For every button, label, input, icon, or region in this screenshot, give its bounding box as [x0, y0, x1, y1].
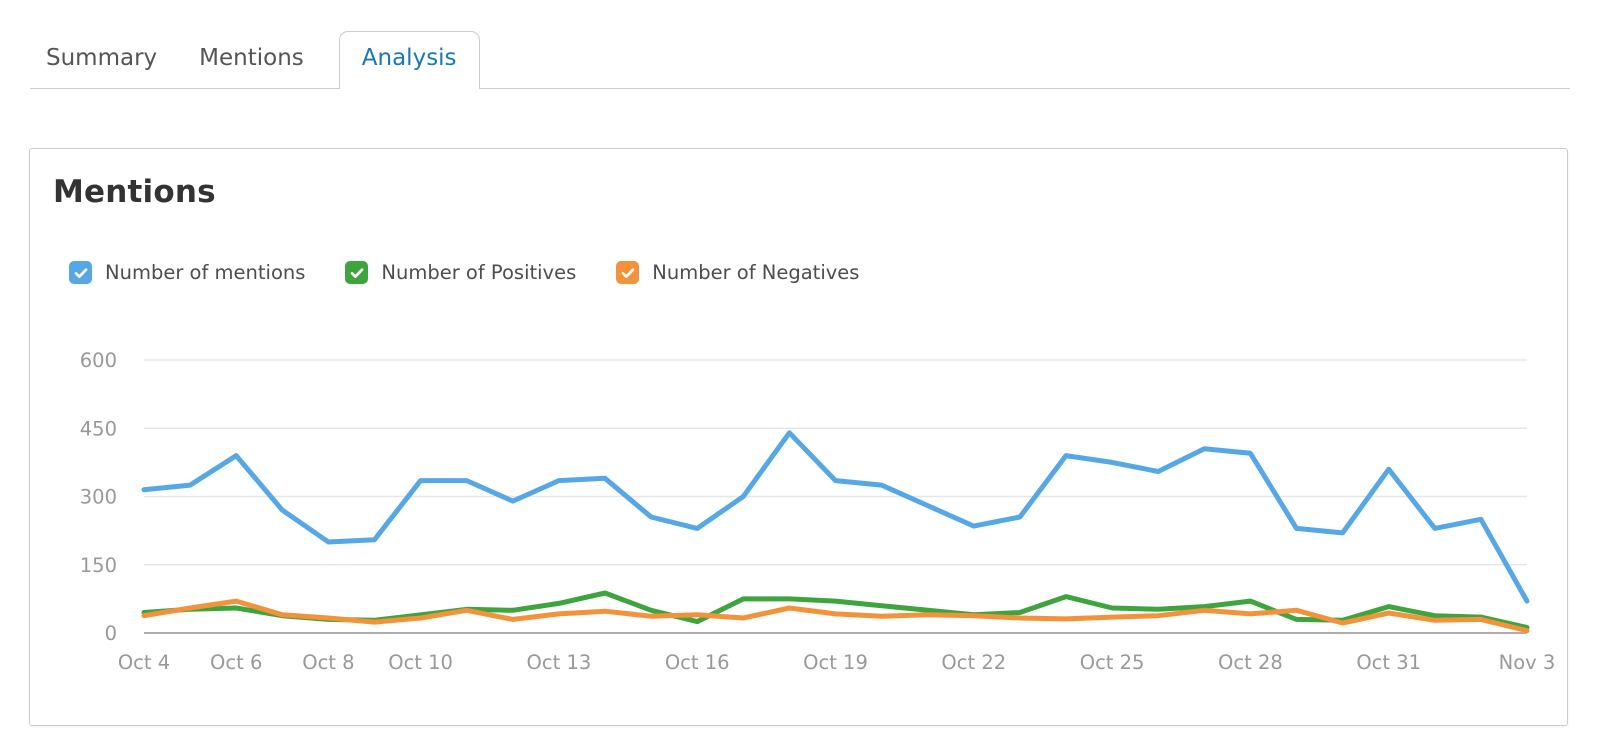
x-axis-label: Oct 31: [1356, 651, 1421, 674]
x-axis-label: Oct 8: [302, 651, 354, 674]
tab-mentions[interactable]: Mentions: [199, 45, 304, 71]
check-icon: [350, 267, 364, 278]
x-axis-label: Oct 10: [388, 651, 453, 674]
x-axis-label: Oct 25: [1080, 651, 1145, 674]
checkbox-mentions[interactable]: [69, 261, 92, 284]
x-axis-label: Oct 19: [803, 651, 868, 674]
checkbox-negatives[interactable]: [616, 261, 640, 284]
x-axis-label: Oct 22: [941, 651, 1006, 674]
y-axis-label: 600: [80, 349, 117, 372]
legend-label-mentions: Number of mentions: [105, 261, 306, 284]
check-icon: [621, 267, 635, 278]
x-axis-label: Nov 3: [1499, 651, 1556, 674]
y-axis-label: 0: [105, 622, 117, 645]
y-axis-label: 450: [80, 417, 117, 440]
legend-label-negatives: Number of Negatives: [652, 261, 860, 284]
x-axis-label: Oct 13: [527, 651, 592, 674]
y-axis-label: 300: [80, 486, 117, 509]
legend-label-positives: Number of Positives: [381, 261, 577, 284]
legend-item-mentions[interactable]: Number of mentions: [69, 261, 305, 284]
x-axis-label: Oct 28: [1218, 651, 1283, 674]
mentions-card: Mentions Number of mentions Number of Po…: [29, 148, 1568, 726]
tab-analysis[interactable]: Analysis: [338, 31, 480, 89]
check-icon: [74, 267, 87, 278]
y-axis-label: 150: [80, 554, 117, 577]
legend-item-negatives[interactable]: Number of Negatives: [616, 261, 859, 284]
x-axis-label: Oct 16: [665, 651, 730, 674]
mentions-line: [141, 430, 1530, 604]
tab-bar: Summary Mentions Analysis: [30, 30, 1570, 89]
legend-item-positives[interactable]: Number of Positives: [345, 261, 576, 284]
page-title: Mentions: [53, 174, 216, 210]
negatives-line: [141, 598, 1530, 634]
chart-legend: Number of mentions Number of Positives N…: [69, 261, 899, 284]
mentions-chart: 0 150 300 450 600 Oct 4 Oct 6 Oct 8 Oct 10 Oct 13…: [80, 349, 1556, 674]
x-axis-label: Oct 4: [118, 651, 170, 674]
checkbox-positives[interactable]: [345, 261, 369, 284]
x-axis-label: Oct 6: [210, 651, 262, 674]
tab-summary[interactable]: Summary: [46, 45, 158, 71]
